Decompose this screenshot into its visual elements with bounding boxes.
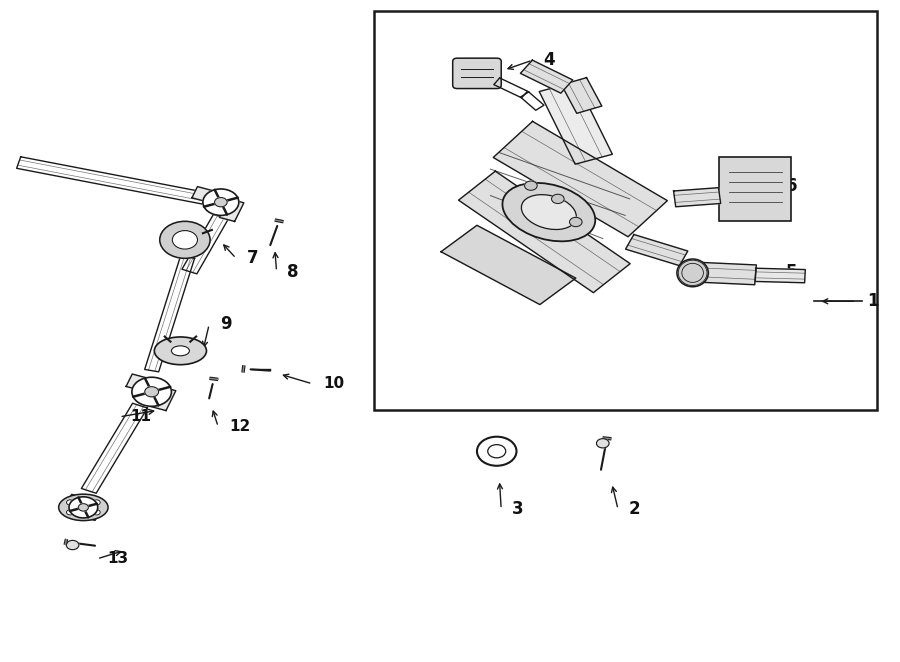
Polygon shape xyxy=(459,171,630,293)
Polygon shape xyxy=(683,261,756,285)
Bar xyxy=(374,11,877,410)
Ellipse shape xyxy=(58,494,108,520)
Circle shape xyxy=(145,387,158,397)
Polygon shape xyxy=(626,234,688,265)
Circle shape xyxy=(570,217,582,226)
Polygon shape xyxy=(520,92,544,111)
Text: 6: 6 xyxy=(786,177,797,195)
Circle shape xyxy=(477,437,517,466)
Polygon shape xyxy=(126,374,159,394)
Text: 13: 13 xyxy=(108,551,129,567)
Circle shape xyxy=(67,500,74,505)
Circle shape xyxy=(132,377,171,406)
Polygon shape xyxy=(81,403,148,493)
Polygon shape xyxy=(149,386,176,410)
Polygon shape xyxy=(539,81,612,164)
Circle shape xyxy=(67,510,74,515)
Ellipse shape xyxy=(502,183,595,242)
Polygon shape xyxy=(192,187,223,205)
FancyBboxPatch shape xyxy=(453,58,501,89)
Polygon shape xyxy=(493,121,667,237)
Text: 3: 3 xyxy=(512,500,524,518)
Ellipse shape xyxy=(171,346,189,355)
Text: 1: 1 xyxy=(867,292,878,310)
Ellipse shape xyxy=(521,195,576,230)
Circle shape xyxy=(69,496,98,518)
Text: 4: 4 xyxy=(544,51,555,69)
Polygon shape xyxy=(63,495,104,520)
Polygon shape xyxy=(16,157,210,205)
Ellipse shape xyxy=(677,259,708,287)
Circle shape xyxy=(214,197,227,207)
Polygon shape xyxy=(520,60,572,93)
Text: 12: 12 xyxy=(229,419,250,434)
Circle shape xyxy=(93,500,100,505)
Circle shape xyxy=(202,189,238,215)
Polygon shape xyxy=(755,268,806,283)
Polygon shape xyxy=(441,225,576,305)
Ellipse shape xyxy=(155,337,206,365)
Circle shape xyxy=(525,181,537,190)
Text: 5: 5 xyxy=(786,263,797,281)
Polygon shape xyxy=(220,199,244,222)
Text: 7: 7 xyxy=(247,250,258,267)
Circle shape xyxy=(93,510,100,515)
Circle shape xyxy=(67,540,79,549)
Text: 9: 9 xyxy=(220,315,231,334)
Polygon shape xyxy=(673,188,721,207)
Circle shape xyxy=(488,445,506,458)
Polygon shape xyxy=(494,78,527,98)
FancyBboxPatch shape xyxy=(719,158,791,220)
Text: 8: 8 xyxy=(287,263,299,281)
Circle shape xyxy=(78,504,88,511)
Text: 11: 11 xyxy=(130,409,151,424)
Circle shape xyxy=(159,221,210,258)
Circle shape xyxy=(552,194,564,203)
Circle shape xyxy=(172,230,197,249)
Text: 10: 10 xyxy=(323,377,345,391)
Polygon shape xyxy=(182,214,229,274)
Text: 2: 2 xyxy=(629,500,641,518)
Polygon shape xyxy=(145,256,194,372)
Circle shape xyxy=(597,439,609,448)
Polygon shape xyxy=(562,77,602,113)
